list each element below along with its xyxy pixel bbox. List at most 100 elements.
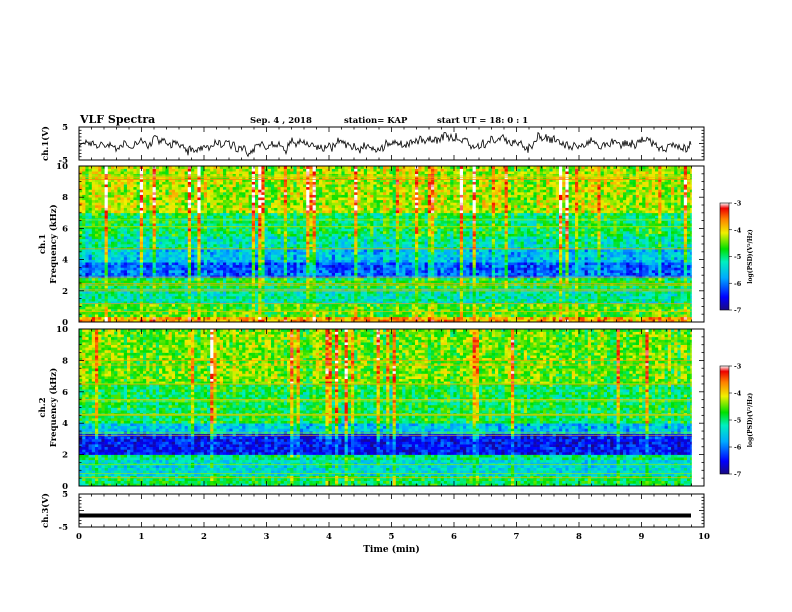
spectrogram-cell: [319, 316, 323, 320]
spectrogram-cell: [98, 298, 102, 302]
spectrogram-cell: [335, 290, 339, 294]
spectrogram-cell: [427, 316, 432, 320]
spectrogram-cell: [392, 283, 397, 286]
spectrogram-cell: [616, 267, 621, 271]
spectrogram-cell: [191, 301, 195, 305]
spectrogram-cell: [690, 280, 692, 284]
spectrogram-cell: [411, 301, 416, 305]
spectrogram-cell: [303, 298, 307, 302]
spectrogram-cell: [504, 257, 509, 260]
spectrogram-cell: [88, 309, 93, 312]
spectrogram-cell: [402, 301, 406, 305]
spectrogram-cell: [111, 296, 115, 299]
spectrogram-cell: [459, 283, 464, 286]
spectrogram-cell: [642, 275, 646, 279]
spectrogram-cell: [402, 280, 406, 284]
spectrogram-cell: [347, 314, 352, 318]
spectrogram-cell: [383, 275, 387, 279]
spectrogram-cell: [267, 272, 272, 276]
spectrogram-cell: [645, 270, 649, 273]
spectrogram-cell: [347, 309, 352, 312]
spectrogram-cell: [127, 303, 131, 307]
spectrogram-cell: [389, 293, 393, 297]
spectrogram-cell: [645, 259, 649, 263]
spectrogram-cell: [98, 254, 102, 258]
spectrogram-cell: [597, 264, 601, 268]
spectrogram-cell: [367, 277, 371, 281]
spectrogram-cell: [485, 257, 489, 260]
spectrogram-cell: [245, 285, 249, 289]
spectrogram-cell: [447, 311, 451, 315]
spectrogram-cell: [226, 296, 230, 299]
spectrogram-cell: [568, 259, 573, 263]
spectrogram-cell: [469, 257, 473, 260]
spectrogram-cell: [616, 293, 621, 297]
spectrogram-cell: [171, 283, 176, 286]
spectrogram-cell: [655, 267, 659, 271]
spectrogram-cell: [648, 314, 653, 318]
spectrogram-cell: [379, 301, 384, 305]
spectrogram-cell: [117, 264, 121, 268]
spectrogram-cell: [661, 290, 665, 294]
spectrogram-cell: [325, 270, 329, 273]
spectrogram-cell: [271, 303, 275, 307]
spectrogram-cell: [651, 277, 656, 281]
spectrogram-cell: [165, 296, 169, 299]
spectrogram-cell: [255, 293, 259, 297]
spectrogram-cell: [98, 306, 102, 310]
spectrogram-cell: [347, 316, 352, 320]
spectrogram-cell: [171, 290, 176, 294]
spectrogram-cell: [434, 264, 438, 268]
spectrogram-cell: [629, 270, 633, 273]
spectrogram-cell: [408, 314, 413, 318]
spectrogram-cell: [299, 303, 304, 307]
spectrogram-cell: [229, 298, 233, 302]
spectrogram-cell: [687, 285, 691, 289]
spectrogram-cell: [587, 314, 592, 318]
spectrogram-cell: [213, 280, 217, 284]
spectrogram-cell: [271, 283, 275, 286]
spectrogram-cell: [267, 267, 272, 271]
spectrogram-cell: [162, 316, 166, 320]
spectrogram-cell: [181, 319, 185, 323]
spectrogram-cell: [658, 298, 662, 302]
spectrogram-cell: [671, 296, 675, 299]
spectrogram-cell: [629, 311, 633, 315]
spectrogram-cell: [354, 259, 358, 263]
spectrogram-cell: [351, 283, 355, 286]
spectrogram-cell: [533, 285, 537, 289]
spectrogram-cell: [178, 262, 182, 266]
spectrogram-cell: [280, 257, 285, 260]
spectrogram-cell: [642, 272, 646, 276]
spectrogram-cell: [655, 298, 659, 302]
spectrogram-cell: [264, 306, 269, 310]
spectrogram-cell: [603, 311, 608, 315]
spectrogram-cell: [459, 298, 464, 302]
spectrogram-cell: [255, 254, 259, 258]
spectrogram-cell: [642, 262, 646, 266]
spectrogram-cell: [149, 277, 153, 281]
spectrogram-cell: [127, 257, 131, 260]
spectrogram-cell: [376, 285, 381, 289]
spectrogram-cell: [559, 319, 563, 323]
spectrogram-cell: [235, 314, 240, 318]
spectrogram-cell: [162, 296, 166, 299]
spectrogram-cell: [619, 270, 624, 273]
spectrogram-cell: [651, 264, 656, 268]
spectrogram-cell: [472, 280, 477, 284]
spectrogram-cell: [549, 262, 553, 266]
spectrogram-cell: [469, 275, 473, 279]
spectrogram-cell: [536, 259, 541, 263]
spectrogram-cell: [610, 270, 614, 273]
y-tick-label: 5: [62, 123, 68, 133]
spectrogram-cell: [591, 316, 595, 320]
spectrogram-cell: [203, 319, 208, 323]
spectrogram-cell: [338, 298, 342, 302]
spectrogram-cell: [149, 290, 153, 294]
spectrogram-cell: [645, 301, 649, 305]
spectrogram-cell: [312, 301, 317, 305]
spectrogram-cell: [511, 319, 515, 323]
spectrogram-cell: [216, 293, 221, 297]
spectrogram-cell: [619, 301, 624, 305]
spectrogram-cell: [296, 296, 301, 299]
